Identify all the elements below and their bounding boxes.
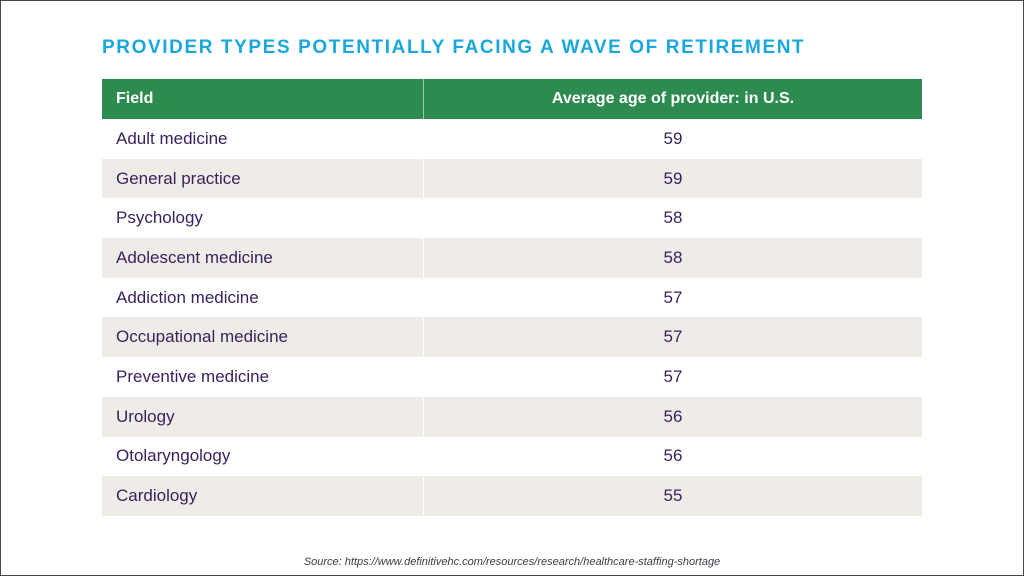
- field-cell: Addiction medicine: [102, 277, 424, 318]
- field-cell: General practice: [102, 158, 424, 199]
- average-age-cell: 56: [423, 396, 922, 437]
- chart-title: PROVIDER TYPES POTENTIALLY FACING A WAVE…: [102, 37, 806, 58]
- table-body: Adult medicine 59 General practice 59 Psycho…: [102, 119, 922, 516]
- source-note: Source: https://www.definitivehc.com/res…: [303, 556, 721, 568]
- average-age-cell: 57: [423, 317, 922, 358]
- average-age-cell: 58: [423, 238, 922, 278]
- field-cell: Psychology: [102, 198, 424, 239]
- average-age-cell: 59: [423, 119, 922, 159]
- field-cell: Adult medicine: [102, 119, 424, 159]
- column-header-average-age: Average age of provider: in U.S.: [423, 79, 922, 119]
- average-age-cell: 58: [423, 198, 922, 239]
- table-row: Occupational medicine 57: [102, 317, 922, 358]
- table-row: Otolaryngology 56: [102, 436, 922, 477]
- field-cell: Adolescent medicine: [102, 238, 424, 278]
- field-cell: Preventive medicine: [102, 357, 424, 397]
- average-age-cell: 57: [423, 357, 922, 397]
- average-age-cell: 55: [423, 476, 922, 516]
- table-row: Psychology 58: [102, 198, 922, 239]
- field-cell: Urology: [102, 396, 424, 437]
- table-header-row: Field Average age of provider: in U.S.: [102, 79, 922, 119]
- table-row: Preventive medicine 57: [102, 357, 922, 397]
- average-age-cell: 57: [423, 277, 922, 318]
- table-row: Adolescent medicine 58: [102, 238, 922, 278]
- table-row: General practice 59: [102, 158, 922, 199]
- provider-age-table: Field Average age of provider: in U.S. A…: [102, 79, 922, 516]
- average-age-cell: 56: [423, 436, 922, 477]
- field-cell: Otolaryngology: [102, 436, 424, 477]
- table-row: Adult medicine 59: [102, 119, 922, 159]
- table-row: Addiction medicine 57: [102, 277, 922, 318]
- table-row: Urology 56: [102, 396, 922, 437]
- field-cell: Occupational medicine: [102, 317, 424, 358]
- column-header-field: Field: [102, 79, 424, 119]
- average-age-cell: 59: [423, 158, 922, 199]
- table-row: Cardiology 55: [102, 476, 922, 516]
- field-cell: Cardiology: [102, 476, 424, 516]
